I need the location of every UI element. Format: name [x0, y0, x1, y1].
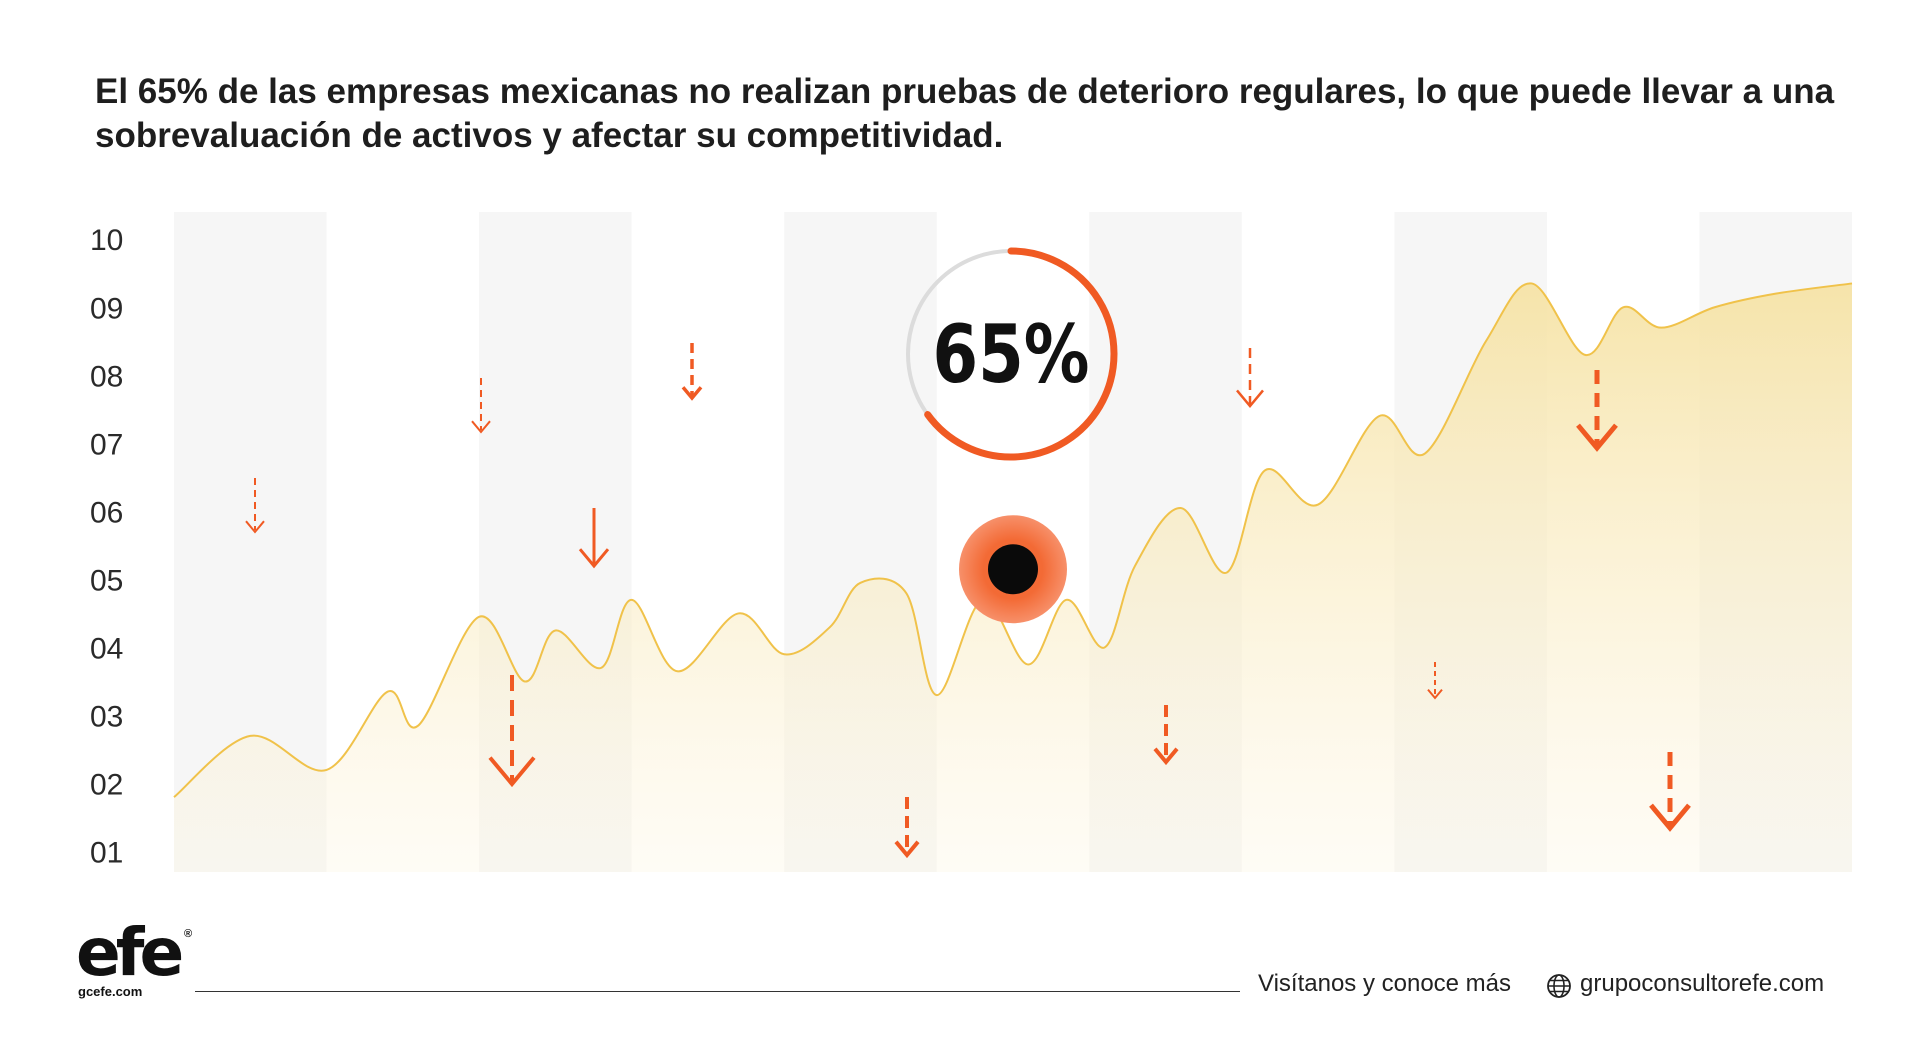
y-axis: 10 09 08 07 06 05 04 03 02 01 — [90, 224, 123, 869]
arrow-down-icon — [488, 675, 536, 788]
chart: 10 09 08 07 06 05 04 03 02 01 65% — [90, 224, 1853, 872]
y-tick-label: 08 — [90, 360, 123, 393]
percent-ring: 65% — [906, 247, 1118, 461]
headline: El 65% de las empresas mexicanas no real… — [95, 72, 1835, 155]
arrow-down-icon — [894, 797, 920, 859]
highlight-point — [988, 544, 1038, 595]
y-tick-label: 10 — [90, 224, 123, 257]
y-tick-label: 04 — [90, 632, 123, 665]
arrow-down-icon — [578, 508, 610, 569]
arrow-down-icon — [1427, 662, 1443, 700]
visit-text: Visítanos y conoce más — [1258, 970, 1512, 997]
arrow-down-icon — [681, 343, 703, 401]
globe-icon — [1547, 974, 1571, 998]
website-link[interactable]: grupoconsultorefe.com — [1580, 970, 1825, 997]
highlight-marker — [959, 515, 1067, 624]
arrow-down-icon — [1236, 348, 1264, 408]
y-tick-label: 02 — [90, 769, 123, 802]
logo[interactable]: efe — [76, 914, 184, 991]
arrow-down-icon — [245, 478, 265, 534]
y-tick-label: 09 — [90, 292, 123, 325]
y-tick-label: 06 — [90, 496, 123, 529]
y-tick-label: 07 — [90, 428, 123, 461]
arrow-down-icon — [1153, 705, 1179, 766]
y-tick-label: 01 — [90, 837, 123, 870]
decorative-arrows — [245, 343, 1691, 859]
footer: efe ® gcefe.com Visítanos y conoce más g… — [0, 920, 1920, 1020]
footer-rule — [195, 991, 1240, 992]
logo-domain: gcefe.com — [78, 984, 143, 999]
arrow-down-icon — [1649, 752, 1691, 832]
arrow-down-icon — [471, 378, 491, 434]
logo-registered-mark: ® — [184, 928, 193, 940]
series-area — [174, 283, 1852, 872]
arrow-down-icon — [1576, 370, 1618, 452]
percent-label: 65% — [933, 309, 1090, 402]
y-tick-label: 05 — [90, 564, 123, 597]
y-tick-label: 03 — [90, 701, 123, 734]
ring-progress — [924, 247, 1118, 461]
